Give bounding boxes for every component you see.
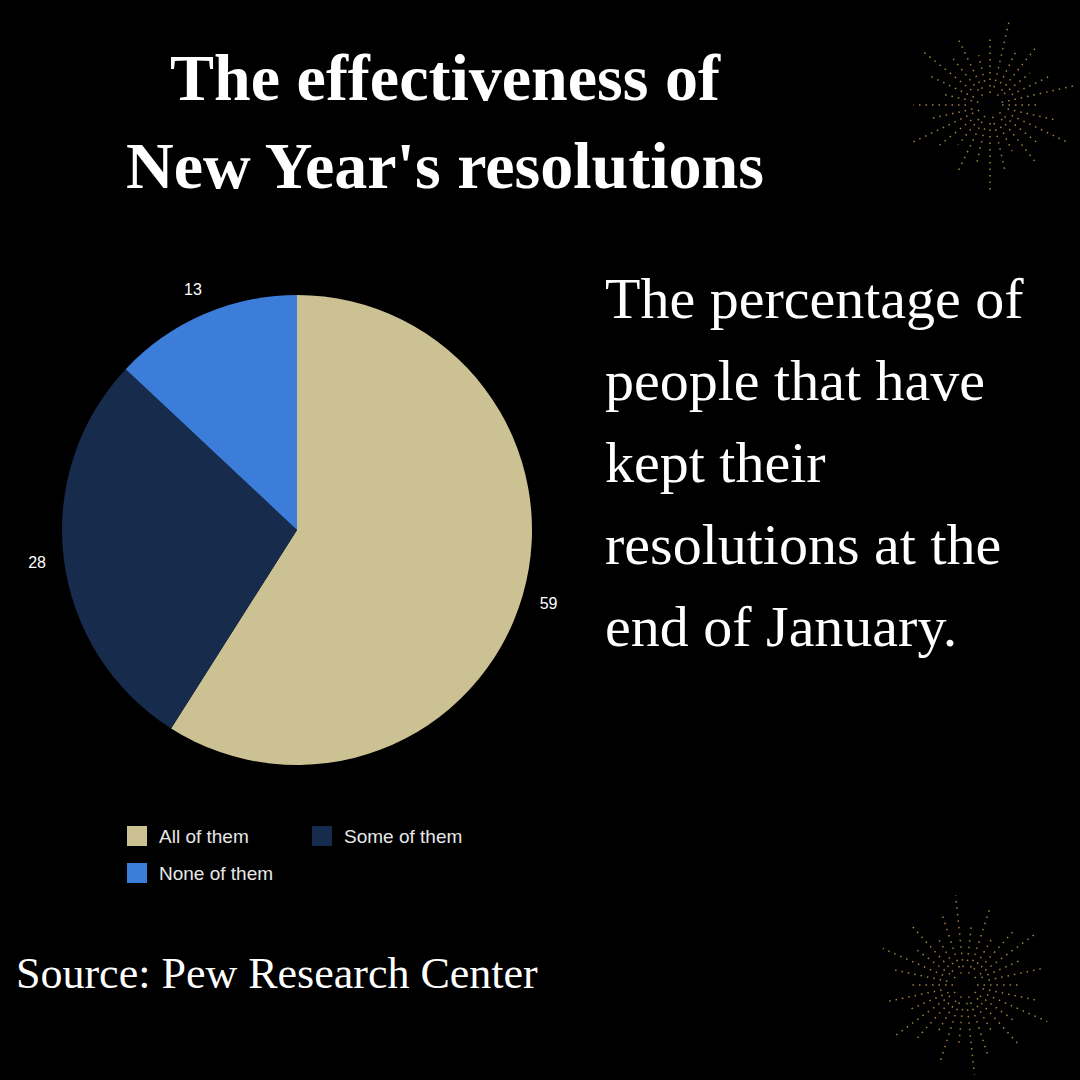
firework-ray bbox=[977, 128, 985, 163]
firework-ray bbox=[1008, 109, 1057, 120]
firework-ray bbox=[886, 990, 942, 1002]
firework-ray bbox=[988, 968, 1044, 980]
firework-ray bbox=[1004, 73, 1030, 94]
legend-label: Some of them bbox=[344, 826, 462, 847]
firework-ray bbox=[969, 996, 988, 1053]
annotation: Source: Pew Research Center bbox=[16, 949, 538, 998]
subtitle-line: resolutions at the bbox=[605, 512, 1001, 577]
firework-ray bbox=[943, 917, 962, 974]
firework-ray bbox=[975, 932, 1038, 978]
firework-ray bbox=[907, 992, 948, 1010]
data-label: 59 bbox=[540, 595, 558, 612]
firework-ray bbox=[1001, 119, 1037, 165]
chart-container: The effectiveness of New Year's resolutio… bbox=[0, 0, 1080, 1080]
firework-ray bbox=[956, 895, 964, 967]
legend-item: None of them bbox=[127, 863, 273, 884]
title: The effectiveness of New Year's resolutio… bbox=[126, 41, 764, 202]
firework-ray bbox=[911, 984, 953, 986]
firework-ray bbox=[977, 998, 1019, 1045]
firework-ray bbox=[974, 938, 992, 969]
firework-ray bbox=[967, 1003, 975, 1075]
data-label: 13 bbox=[184, 281, 202, 298]
firework-ray bbox=[929, 75, 974, 97]
legend-swatch bbox=[312, 826, 332, 846]
firework-ray bbox=[983, 989, 1036, 1000]
firework-ray bbox=[994, 22, 1009, 87]
firework-ray bbox=[937, 120, 971, 147]
firework-ray bbox=[999, 112, 1036, 142]
subtitle-line: end of January. bbox=[605, 594, 957, 659]
firework-ray bbox=[940, 94, 978, 103]
firework-ray bbox=[957, 116, 985, 174]
firework-ray bbox=[968, 922, 972, 961]
firework-ray bbox=[958, 119, 979, 145]
legend-item: All of them bbox=[127, 826, 249, 847]
chart-svg: The effectiveness of New Year's resolutio… bbox=[0, 0, 1080, 1080]
pie bbox=[62, 295, 532, 765]
firework-ray bbox=[938, 1001, 956, 1032]
firework-ray bbox=[914, 948, 955, 978]
firework-ray bbox=[895, 970, 948, 981]
firework-ray bbox=[914, 104, 967, 106]
title-line: The effectiveness of bbox=[170, 41, 721, 114]
legend-label: All of them bbox=[159, 826, 249, 847]
data-label: 28 bbox=[28, 554, 46, 571]
legend-swatch bbox=[127, 863, 147, 883]
firework-ray bbox=[969, 908, 990, 974]
firework-ray bbox=[977, 984, 1019, 986]
legend-label: None of them bbox=[159, 863, 273, 884]
subtitle-line: The percentage of bbox=[605, 266, 1024, 331]
subtitle-line: people that have bbox=[605, 348, 985, 413]
firework-ray bbox=[979, 55, 985, 81]
title-line: New Year's resolutions bbox=[126, 129, 764, 202]
firework bbox=[883, 895, 1047, 1074]
firework-ray bbox=[911, 925, 953, 972]
firework-ray bbox=[981, 959, 1022, 977]
firework-ray bbox=[932, 109, 972, 118]
legend-swatch bbox=[127, 826, 147, 846]
pie-slice bbox=[126, 295, 297, 530]
firework-ray bbox=[1012, 75, 1052, 94]
subtitle: The percentage of people that have kept th… bbox=[605, 266, 1024, 659]
firework-ray bbox=[892, 992, 955, 1038]
firework-ray bbox=[924, 52, 972, 90]
background bbox=[0, 0, 1080, 1080]
firework-ray bbox=[981, 931, 1013, 967]
firework-ray bbox=[957, 36, 982, 89]
firework-ray bbox=[958, 1009, 962, 1048]
firework-ray bbox=[1002, 86, 1073, 102]
firework-ray bbox=[1002, 104, 1041, 106]
firework-ray bbox=[1000, 51, 1015, 83]
firework-ray bbox=[989, 123, 991, 190]
firework-ray bbox=[953, 58, 983, 95]
firework bbox=[913, 22, 1072, 190]
firework-ray bbox=[975, 992, 1016, 1022]
firework-ray bbox=[940, 996, 961, 1062]
firework-ray bbox=[1000, 127, 1012, 151]
firework-ray bbox=[993, 117, 1005, 172]
firework-ray bbox=[989, 37, 991, 93]
data-labels: 59 28 13 bbox=[28, 281, 557, 612]
firework-ray bbox=[917, 1003, 949, 1039]
firework-ray bbox=[997, 45, 1037, 95]
subtitle-line: kept their bbox=[605, 430, 826, 495]
legend: All of them Some of them None of them bbox=[127, 826, 462, 884]
legend-item: Some of them bbox=[312, 826, 462, 847]
